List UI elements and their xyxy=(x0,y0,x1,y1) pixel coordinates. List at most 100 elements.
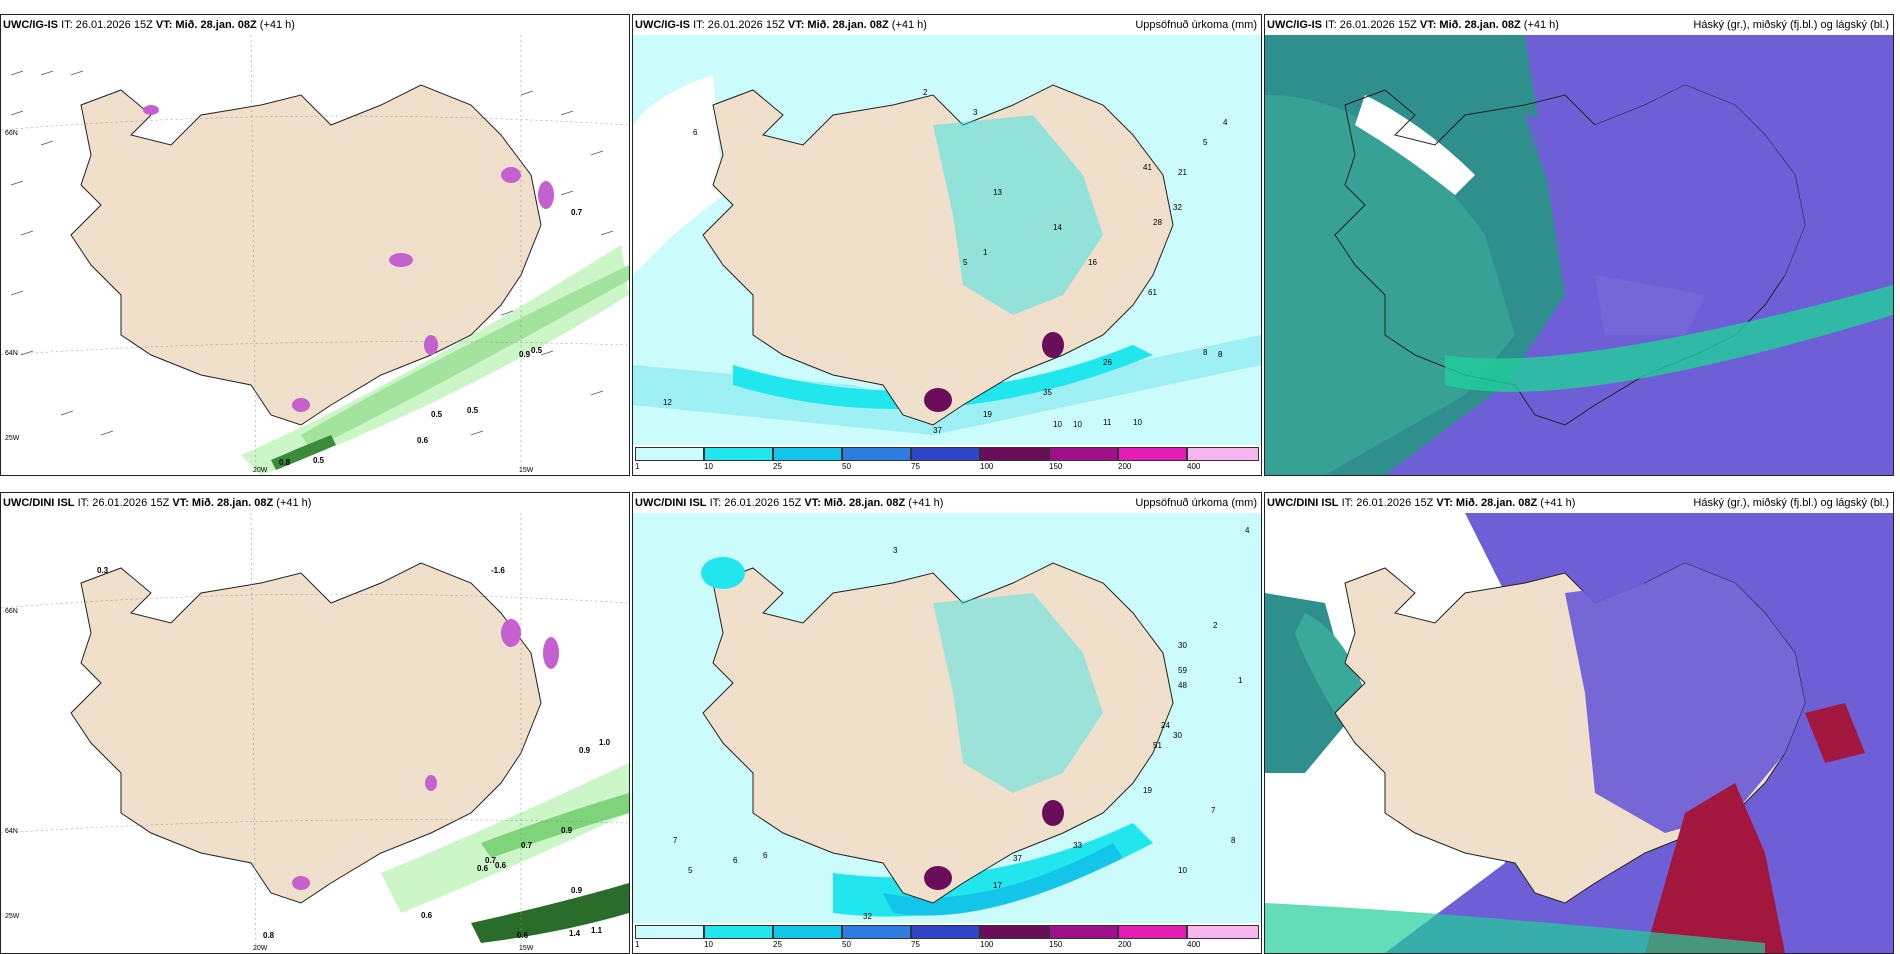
valid-time: Mið. 28.jan. 08Z xyxy=(1455,497,1538,509)
field-title: Háský (gr.), miðský (fj.bl.) og lágský (… xyxy=(1693,497,1889,509)
model-source: UWC/DINI ISL xyxy=(3,497,75,509)
value-label: 6 xyxy=(693,128,698,137)
value-label: 21 xyxy=(1178,168,1187,177)
legend-swatch xyxy=(1049,925,1118,939)
valid-label: VT: xyxy=(1419,19,1437,31)
value-label: 10 xyxy=(1053,420,1062,429)
lat-label-66: 66N xyxy=(5,130,18,137)
panel-wind-dini: UWC/DINI ISL IT: 26.01.2026 15Z VT: Mið.… xyxy=(0,492,630,954)
value-label: 0.6 xyxy=(421,911,433,920)
value-label: 7 xyxy=(1211,806,1216,815)
value-label: 51 xyxy=(1153,741,1162,750)
value-label: 30 xyxy=(1178,641,1187,650)
legend-swatch xyxy=(773,925,842,939)
legend-swatch xyxy=(980,925,1049,939)
valid-time: Mið. 28.jan. 08Z xyxy=(823,497,906,509)
value-label: 0.6 xyxy=(517,931,529,940)
value-label: 37 xyxy=(1013,854,1022,863)
value-label: 0.7 xyxy=(485,856,497,865)
cloud-map xyxy=(1265,35,1893,475)
value-label: 10 xyxy=(1178,866,1187,875)
value-label: 14 xyxy=(1053,223,1062,232)
value-label: 0.9 xyxy=(561,826,573,835)
init-time: IT: 26.01.2026 15Z xyxy=(1341,497,1434,509)
cloud-map xyxy=(1265,513,1893,953)
value-label: 7 xyxy=(673,836,678,845)
lon-label-25: 25W xyxy=(5,435,20,442)
precip-values: 12 37 19 35 10 10 11 10 26 5 13 14 16 28… xyxy=(663,88,1228,435)
value-label: 2 xyxy=(1213,621,1218,630)
value-label: 59 xyxy=(1178,666,1187,675)
lead-time: (+41 h) xyxy=(1540,497,1576,509)
lon-label-20: 20W xyxy=(253,467,268,474)
value-label: 6 xyxy=(733,856,738,865)
legend-swatch xyxy=(842,925,911,939)
value-label: 19 xyxy=(983,410,992,419)
value-label: 1 xyxy=(983,248,988,257)
valid-time: Mið. 28.jan. 08Z xyxy=(175,19,257,31)
lead-time: (+41 h) xyxy=(908,497,944,509)
legend-label: 25 xyxy=(773,462,782,471)
legend-label: 400 xyxy=(1187,462,1201,471)
value-label: 0.5 xyxy=(431,410,443,419)
lon-label-20: 20W xyxy=(253,945,268,952)
value-label: 3 xyxy=(973,108,978,117)
value-label: 26 xyxy=(1103,358,1112,367)
value-label: 0.6 xyxy=(417,436,429,445)
value-label: 0.5 xyxy=(313,456,325,465)
panel-precip-dini: UWC/DINI ISL IT: 26.01.2026 15Z VT: Mið.… xyxy=(632,492,1262,954)
init-time: IT: 26.01.2026 15Z xyxy=(1325,19,1417,31)
value-label: 1.4 xyxy=(569,929,581,938)
legend-label: 75 xyxy=(911,940,920,949)
value-label: 32 xyxy=(1173,203,1182,212)
panel-title: UWC/DINI ISL IT: 26.01.2026 15Z VT: Mið.… xyxy=(1265,493,1893,513)
model-source: UWC/IG-IS xyxy=(3,19,58,31)
lead-time: (+41 h) xyxy=(259,19,295,31)
valid-label: VT: xyxy=(155,19,173,31)
value-label: 10 xyxy=(1073,420,1082,429)
value-label: 28 xyxy=(1153,218,1162,227)
legend-label: 100 xyxy=(980,940,994,949)
value-label: 32 xyxy=(863,912,872,921)
value-label: 0.6 xyxy=(477,864,489,873)
valid-time: Mið. 28.jan. 08Z xyxy=(191,497,274,509)
legend-swatch xyxy=(635,447,704,461)
value-label: 3 xyxy=(893,546,898,555)
legend-swatch xyxy=(1049,447,1118,461)
value-label: 0.7 xyxy=(571,208,583,217)
iceland-coastline xyxy=(1334,84,1806,426)
panel-title: UWC/DINI ISL IT: 26.01.2026 15Z VT: Mið.… xyxy=(1,493,629,513)
value-label: 0.3 xyxy=(97,566,109,575)
legend-swatch xyxy=(635,925,704,939)
legend-swatch xyxy=(773,447,842,461)
panel-title: UWC/IG-IS IT: 26.01.2026 15Z VT: Mið. 28… xyxy=(1,15,629,35)
legend-label: 150 xyxy=(1049,462,1063,471)
value-label: 24 xyxy=(1161,721,1170,730)
value-label: 5 xyxy=(688,866,693,875)
legend-swatch xyxy=(1118,447,1187,461)
field-title: Uppsöfnuð úrkoma (mm) xyxy=(1135,19,1257,31)
panel-wind-igis: UWC/IG-IS IT: 26.01.2026 15Z VT: Mið. 28… xyxy=(0,14,630,476)
value-label: 10 xyxy=(1133,418,1142,427)
legend-label: 10 xyxy=(704,940,713,949)
panel-clouds-dini: UWC/DINI ISL IT: 26.01.2026 15Z VT: Mið.… xyxy=(1264,492,1894,954)
valid-time: Mið. 28.jan. 08Z xyxy=(1439,19,1521,31)
value-label: 1.1 xyxy=(591,926,603,935)
lead-time: (+41 h) xyxy=(891,19,927,31)
init-time: IT: 26.01.2026 15Z xyxy=(709,497,802,509)
value-label: 30 xyxy=(1173,731,1182,740)
value-label: 0.7 xyxy=(521,841,533,850)
value-label: 4 xyxy=(1245,526,1250,535)
legend-swatch xyxy=(1187,925,1259,939)
value-label: 0.8 xyxy=(279,458,291,467)
value-label: 0.9 xyxy=(571,886,583,895)
legend-label: 25 xyxy=(773,940,782,949)
field-title: Háský (gr.), miðský (fj.bl.) og lágský (… xyxy=(1693,19,1889,31)
panel-title: UWC/DINI ISL IT: 26.01.2026 15Z VT: Mið.… xyxy=(633,493,1261,513)
model-source: UWC/IG-IS xyxy=(635,19,690,31)
precip-legend: 1 10 25 50 75 100 150 200 400 xyxy=(633,923,1261,953)
field-title: Uppsöfnuð úrkoma (mm) xyxy=(1135,497,1257,509)
valid-label: VT: xyxy=(1436,497,1453,509)
model-source: UWC/IG-IS xyxy=(1267,19,1322,31)
value-label: 5 xyxy=(1203,138,1208,147)
